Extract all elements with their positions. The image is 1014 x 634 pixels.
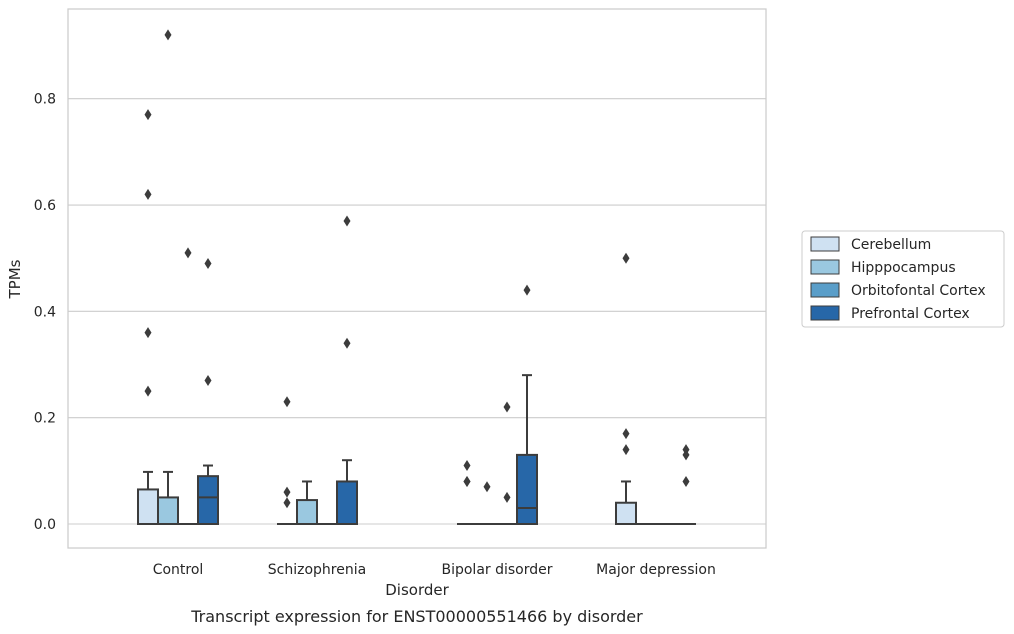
outlier-point <box>503 401 511 413</box>
y-axis-label: TPMs <box>6 259 24 299</box>
x-tick-labels: Control Schizophrenia Bipolar disorder Majo… <box>153 562 716 578</box>
y-tick-label: 0.0 <box>34 517 56 533</box>
legend: Cerebellum Hipppocampus Orbitofontal Corte… <box>801 230 1005 328</box>
legend-label: Cerebellum <box>851 237 931 253</box>
plot-area-frame <box>67 8 767 549</box>
x-tick-label: Bipolar disorder <box>441 562 552 578</box>
y-tick-label: 0.6 <box>34 198 56 214</box>
outlier-point <box>483 481 491 493</box>
x-tick-label: Schizophrenia <box>268 562 366 578</box>
outlier-point <box>622 252 630 264</box>
box-series <box>137 29 696 526</box>
box-major-depression <box>676 444 696 525</box>
box-body <box>296 499 318 525</box>
box-bipolar-disorder <box>516 284 538 526</box>
x-tick-label: Major depression <box>596 562 716 578</box>
box-schizophrenia <box>336 215 358 525</box>
x-tick-label: Control <box>153 562 204 578</box>
box-major-depression <box>615 252 637 525</box>
outlier-point <box>622 428 630 440</box>
y-tick-label: 0.2 <box>34 411 56 427</box>
legend-label: Prefrontal Cortex <box>851 306 970 322</box>
legend-swatch <box>810 282 840 298</box>
box-control <box>137 109 159 525</box>
outlier-point <box>343 337 351 349</box>
legend-label: Orbitofontal Cortex <box>851 283 986 299</box>
chart-caption: Transcript expression for ENST0000055146… <box>190 607 643 626</box>
box-body <box>516 453 538 526</box>
outlier-point <box>463 475 471 487</box>
outlier-point <box>204 258 212 270</box>
outlier-point <box>184 247 192 259</box>
legend-swatch <box>810 236 840 252</box>
outlier-point <box>144 385 152 397</box>
series-cerebellum <box>137 109 637 525</box>
box-body <box>137 488 159 525</box>
box-bipolar-disorder <box>477 481 497 525</box>
box-bipolar-disorder <box>457 460 477 525</box>
box-body <box>336 480 358 525</box>
box-control <box>157 29 179 526</box>
outlier-point <box>144 327 152 339</box>
outlier-point <box>523 284 531 296</box>
box-body <box>615 501 637 525</box>
y-tick-label: 0.4 <box>34 304 56 320</box>
outlier-point <box>283 497 291 509</box>
y-tick-label: 0.8 <box>34 92 56 108</box>
outlier-point <box>622 444 630 456</box>
outlier-point <box>204 374 212 386</box>
box-bipolar-disorder <box>497 401 517 525</box>
box-control <box>178 247 198 525</box>
legend-swatch <box>810 259 840 275</box>
legend-label: Hipppocampus <box>851 260 956 276</box>
y-tick-labels: 0.0 0.2 0.4 0.6 0.8 <box>34 92 56 533</box>
outlier-point <box>463 460 471 472</box>
box-body <box>157 496 179 526</box>
box-control <box>197 258 219 525</box>
outlier-point <box>682 444 690 456</box>
box-schizophrenia <box>296 480 318 525</box>
outlier-point <box>343 215 351 227</box>
box-body <box>197 475 219 525</box>
legend-frame <box>801 230 1005 328</box>
outlier-point <box>283 396 291 408</box>
outlier-point <box>144 109 152 121</box>
box-schizophrenia <box>277 396 297 525</box>
series-prefrontal-cortex <box>197 215 696 526</box>
legend-swatch <box>810 305 840 321</box>
series-hipppocampus <box>157 29 656 526</box>
outlier-point <box>682 475 690 487</box>
outlier-point <box>283 486 291 498</box>
x-axis-label: Disorder <box>385 581 449 599</box>
outlier-point <box>503 491 511 503</box>
gridlines <box>68 98 766 525</box>
outlier-point <box>164 29 172 41</box>
series-orbitofontal-cortex <box>178 247 676 525</box>
outlier-point <box>144 188 152 200</box>
